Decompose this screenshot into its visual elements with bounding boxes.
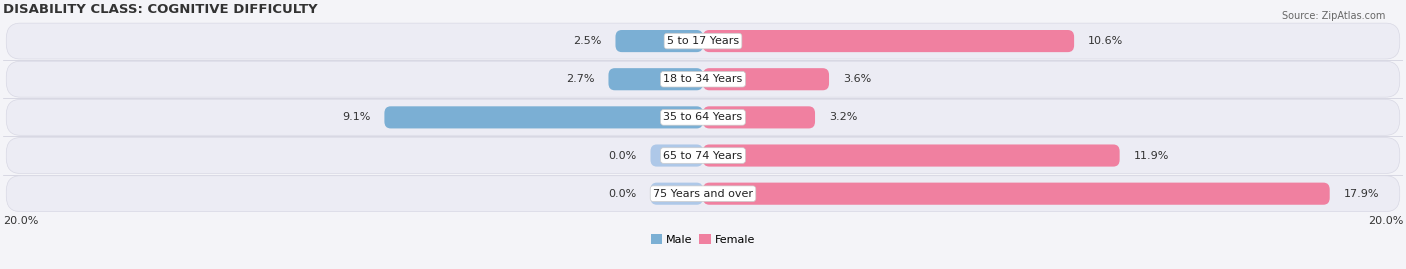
Text: 10.6%: 10.6% xyxy=(1088,36,1123,46)
Text: 20.0%: 20.0% xyxy=(1368,216,1403,226)
Text: 35 to 64 Years: 35 to 64 Years xyxy=(664,112,742,122)
Text: Source: ZipAtlas.com: Source: ZipAtlas.com xyxy=(1281,11,1385,21)
Text: 18 to 34 Years: 18 to 34 Years xyxy=(664,74,742,84)
Text: 0.0%: 0.0% xyxy=(609,151,637,161)
Text: 3.2%: 3.2% xyxy=(830,112,858,122)
Text: 9.1%: 9.1% xyxy=(342,112,370,122)
FancyBboxPatch shape xyxy=(703,106,815,128)
FancyBboxPatch shape xyxy=(703,68,830,90)
FancyBboxPatch shape xyxy=(651,183,703,205)
Text: 65 to 74 Years: 65 to 74 Years xyxy=(664,151,742,161)
Legend: Male, Female: Male, Female xyxy=(647,230,759,249)
Text: 2.7%: 2.7% xyxy=(567,74,595,84)
FancyBboxPatch shape xyxy=(703,183,1330,205)
Text: 11.9%: 11.9% xyxy=(1133,151,1168,161)
FancyBboxPatch shape xyxy=(6,23,1400,59)
Text: DISABILITY CLASS: COGNITIVE DIFFICULTY: DISABILITY CLASS: COGNITIVE DIFFICULTY xyxy=(3,3,318,16)
FancyBboxPatch shape xyxy=(616,30,703,52)
Text: 5 to 17 Years: 5 to 17 Years xyxy=(666,36,740,46)
FancyBboxPatch shape xyxy=(703,144,1119,167)
Text: 20.0%: 20.0% xyxy=(3,216,38,226)
FancyBboxPatch shape xyxy=(6,138,1400,174)
FancyBboxPatch shape xyxy=(384,106,703,128)
FancyBboxPatch shape xyxy=(703,30,1074,52)
FancyBboxPatch shape xyxy=(6,61,1400,97)
FancyBboxPatch shape xyxy=(651,144,703,167)
Text: 3.6%: 3.6% xyxy=(844,74,872,84)
Text: 17.9%: 17.9% xyxy=(1344,189,1379,199)
FancyBboxPatch shape xyxy=(6,176,1400,212)
Text: 0.0%: 0.0% xyxy=(609,189,637,199)
Text: 2.5%: 2.5% xyxy=(574,36,602,46)
FancyBboxPatch shape xyxy=(6,100,1400,135)
Text: 75 Years and over: 75 Years and over xyxy=(652,189,754,199)
FancyBboxPatch shape xyxy=(609,68,703,90)
